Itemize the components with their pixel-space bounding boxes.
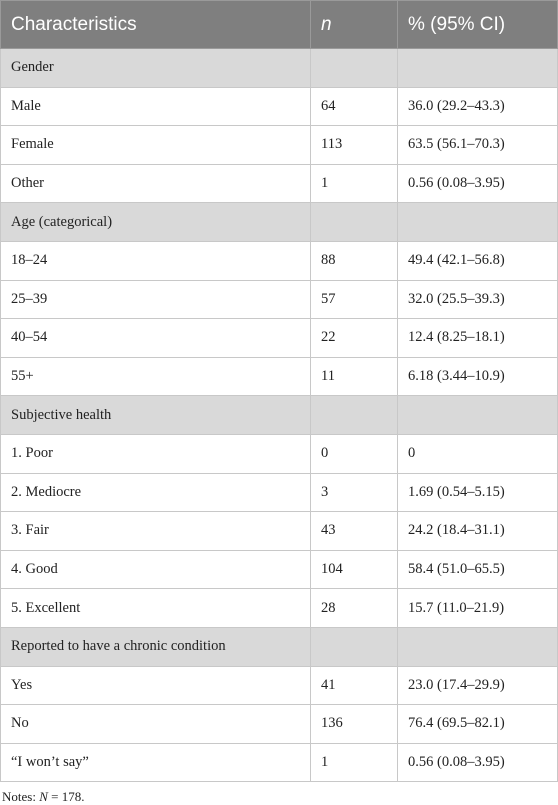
header-cell: % (95% CI) xyxy=(397,0,558,49)
section-row: Gender xyxy=(0,48,558,88)
section-title: Reported to have a chronic condition xyxy=(0,626,311,667)
data-row: 18–24 88 49.4 (42.1–56.8) xyxy=(0,240,558,281)
label-cell: 5. Excellent xyxy=(0,588,311,628)
section-row: Subjective health xyxy=(0,395,558,435)
empty-cell xyxy=(397,202,558,242)
data-row: 25–39 57 32.0 (25.5–39.3) xyxy=(0,279,558,320)
data-table: Characteristics n % (95% CI) Gender Male 6… xyxy=(0,0,558,783)
percent-cell: 0 xyxy=(397,433,558,474)
data-row: 5. Excellent 28 15.7 (11.0–21.9) xyxy=(0,588,558,628)
section-title: Age (categorical) xyxy=(0,202,311,242)
label-cell: 40–54 xyxy=(0,318,311,358)
data-row: Male 64 36.0 (29.2–43.3) xyxy=(0,86,558,127)
data-row: “I won’t say” 1 0.56 (0.08–3.95) xyxy=(0,742,558,783)
percent-cell: 6.18 (3.44–10.9) xyxy=(397,356,558,397)
n-cell: 3 xyxy=(310,472,398,513)
empty-cell xyxy=(397,395,558,435)
empty-cell xyxy=(310,48,398,88)
label-cell: 2. Mediocre xyxy=(0,472,311,513)
label-cell: Female xyxy=(0,125,311,165)
empty-cell xyxy=(397,626,558,667)
empty-cell xyxy=(310,202,398,242)
n-cell: 1 xyxy=(310,742,398,783)
label-cell: No xyxy=(0,704,311,744)
table-body: Gender Male 64 36.0 (29.2–43.3) Female 113 63.… xyxy=(0,48,558,783)
percent-cell: 63.5 (56.1–70.3) xyxy=(397,125,558,165)
header-row: Characteristics n % (95% CI) xyxy=(0,0,558,49)
percent-cell: 12.4 (8.25–18.1) xyxy=(397,318,558,358)
label-cell: 55+ xyxy=(0,356,311,397)
section-title: Subjective health xyxy=(0,395,311,435)
n-cell: 64 xyxy=(310,86,398,127)
n-cell: 41 xyxy=(310,665,398,706)
data-row: Other 1 0.56 (0.08–3.95) xyxy=(0,163,558,204)
n-cell: 43 xyxy=(310,511,398,551)
percent-cell: 58.4 (51.0–65.5) xyxy=(397,549,558,590)
data-row: 40–54 22 12.4 (8.25–18.1) xyxy=(0,318,558,358)
percent-cell: 15.7 (11.0–21.9) xyxy=(397,588,558,628)
label-cell: “I won’t say” xyxy=(0,742,311,783)
label-cell: 25–39 xyxy=(0,279,311,320)
label-cell: Male xyxy=(0,86,311,127)
label-cell: Yes xyxy=(0,665,311,706)
n-cell: 113 xyxy=(310,125,398,165)
notes-variable: N xyxy=(39,789,48,805)
data-row: 3. Fair 43 24.2 (18.4–31.1) xyxy=(0,511,558,551)
percent-cell: 76.4 (69.5–82.1) xyxy=(397,704,558,744)
n-cell: 104 xyxy=(310,549,398,590)
label-cell: 1. Poor xyxy=(0,433,311,474)
data-row: Female 113 63.5 (56.1–70.3) xyxy=(0,125,558,165)
header-cell: n xyxy=(310,0,398,49)
n-cell: 57 xyxy=(310,279,398,320)
percent-cell: 0.56 (0.08–3.95) xyxy=(397,742,558,783)
n-cell: 136 xyxy=(310,704,398,744)
label-cell: Other xyxy=(0,163,311,204)
n-cell: 11 xyxy=(310,356,398,397)
notes: Notes: N = 178. xyxy=(0,782,558,805)
n-cell: 22 xyxy=(310,318,398,358)
notes-text: = 178. xyxy=(51,789,85,805)
data-row: 55+ 11 6.18 (3.44–10.9) xyxy=(0,356,558,397)
section-row: Reported to have a chronic condition xyxy=(0,626,558,667)
notes-prefix: Notes: xyxy=(2,789,36,805)
label-cell: 3. Fair xyxy=(0,511,311,551)
percent-cell: 23.0 (17.4–29.9) xyxy=(397,665,558,706)
percent-cell: 24.2 (18.4–31.1) xyxy=(397,511,558,551)
percent-cell: 49.4 (42.1–56.8) xyxy=(397,240,558,281)
header-cell: Characteristics xyxy=(0,0,311,49)
empty-cell xyxy=(397,48,558,88)
empty-cell xyxy=(310,626,398,667)
section-row: Age (categorical) xyxy=(0,202,558,242)
n-cell: 88 xyxy=(310,240,398,281)
n-cell: 0 xyxy=(310,433,398,474)
empty-cell xyxy=(310,395,398,435)
n-cell: 1 xyxy=(310,163,398,204)
data-row: Yes 41 23.0 (17.4–29.9) xyxy=(0,665,558,706)
percent-cell: 1.69 (0.54–5.15) xyxy=(397,472,558,513)
data-row: No 136 76.4 (69.5–82.1) xyxy=(0,704,558,744)
label-cell: 18–24 xyxy=(0,240,311,281)
data-row: 1. Poor 0 0 xyxy=(0,433,558,474)
percent-cell: 32.0 (25.5–39.3) xyxy=(397,279,558,320)
data-row: 2. Mediocre 3 1.69 (0.54–5.15) xyxy=(0,472,558,513)
percent-cell: 36.0 (29.2–43.3) xyxy=(397,86,558,127)
percent-cell: 0.56 (0.08–3.95) xyxy=(397,163,558,204)
section-title: Gender xyxy=(0,48,311,88)
n-cell: 28 xyxy=(310,588,398,628)
label-cell: 4. Good xyxy=(0,549,311,590)
data-row: 4. Good 104 58.4 (51.0–65.5) xyxy=(0,549,558,590)
